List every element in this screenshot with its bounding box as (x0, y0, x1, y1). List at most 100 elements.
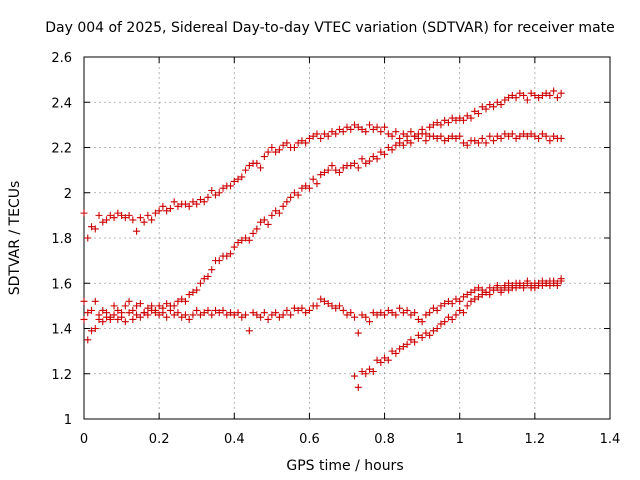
data-point (238, 313, 246, 321)
data-point (414, 331, 422, 339)
data-point (129, 315, 137, 323)
data-point (422, 130, 430, 138)
axes (83, 56, 611, 420)
data-point (121, 214, 129, 222)
data-point (159, 202, 167, 210)
data-point (324, 300, 332, 308)
x-tick-label: 0.6 (299, 432, 320, 447)
data-point (84, 336, 92, 344)
data-point (185, 315, 193, 323)
data-point (351, 313, 359, 321)
data-point (302, 182, 310, 190)
data-point (463, 291, 471, 299)
data-point (88, 327, 96, 335)
data-point (520, 284, 528, 292)
data-point (538, 130, 546, 138)
data-point (444, 313, 452, 321)
data-point (407, 311, 415, 319)
x-tick-label: 0.8 (374, 432, 395, 447)
data-point (418, 125, 426, 133)
data-point (497, 288, 505, 296)
y-tick-label: 1.4 (51, 323, 72, 338)
data-point (538, 91, 546, 99)
data-point (305, 134, 313, 142)
data-point (332, 130, 340, 138)
y-tick-label: 1.8 (51, 232, 72, 247)
data-point (302, 139, 310, 147)
data-point (125, 211, 133, 219)
data-point (523, 96, 531, 104)
data-point (245, 236, 253, 244)
data-point (99, 306, 107, 314)
data-point (155, 302, 163, 310)
data-point (309, 132, 317, 140)
data-point (230, 311, 238, 319)
data-point (531, 132, 539, 140)
data-point (411, 338, 419, 346)
data-point (95, 315, 103, 323)
data-point (283, 139, 291, 147)
data-point (144, 311, 152, 319)
data-point (181, 200, 189, 208)
data-point (373, 356, 381, 364)
data-point (193, 286, 201, 294)
data-point (467, 297, 475, 305)
data-point (542, 279, 550, 287)
data-point (136, 214, 144, 222)
data-point (411, 132, 419, 140)
data-point (279, 202, 287, 210)
data-point (463, 141, 471, 149)
data-point (170, 311, 178, 319)
data-point (366, 157, 374, 165)
data-point (512, 94, 520, 102)
data-point (347, 162, 355, 170)
data-point (396, 139, 404, 147)
data-point (148, 306, 156, 314)
data-point (384, 130, 392, 138)
y-tick-label: 2.6 (51, 51, 72, 66)
x-tick-label: 0.4 (224, 432, 245, 447)
data-point (181, 297, 189, 305)
data-point (155, 207, 163, 215)
data-point (227, 182, 235, 190)
data-point (542, 89, 550, 97)
data-point (114, 315, 122, 323)
data-point (227, 309, 235, 317)
data-point (520, 130, 528, 138)
data-point (193, 200, 201, 208)
data-point (275, 313, 283, 321)
data-point (429, 304, 437, 312)
data-point (313, 130, 321, 138)
data-point (437, 302, 445, 310)
data-point (444, 119, 452, 127)
data-point (497, 101, 505, 109)
y-tick-label: 1.2 (51, 368, 72, 383)
data-point (437, 132, 445, 140)
data-point (392, 128, 400, 136)
data-point (155, 311, 163, 319)
data-point (422, 311, 430, 319)
data-point (264, 220, 272, 228)
data-point (490, 137, 498, 145)
data-point (478, 134, 486, 142)
data-point (200, 275, 208, 283)
y-tick-label: 2.2 (51, 142, 72, 157)
data-point (185, 202, 193, 210)
data-point (339, 128, 347, 136)
data-point (118, 211, 126, 219)
data-point (351, 159, 359, 167)
data-point (448, 300, 456, 308)
data-point (347, 309, 355, 317)
data-point (493, 132, 501, 140)
data-point (377, 148, 385, 156)
data-point (433, 325, 441, 332)
data-point (452, 134, 460, 142)
data-point (332, 304, 340, 312)
data-point (238, 236, 246, 244)
data-point (478, 103, 486, 111)
data-point (114, 209, 122, 217)
data-point (516, 282, 524, 290)
x-tick-label: 0 (80, 432, 88, 447)
data-point (290, 144, 298, 151)
